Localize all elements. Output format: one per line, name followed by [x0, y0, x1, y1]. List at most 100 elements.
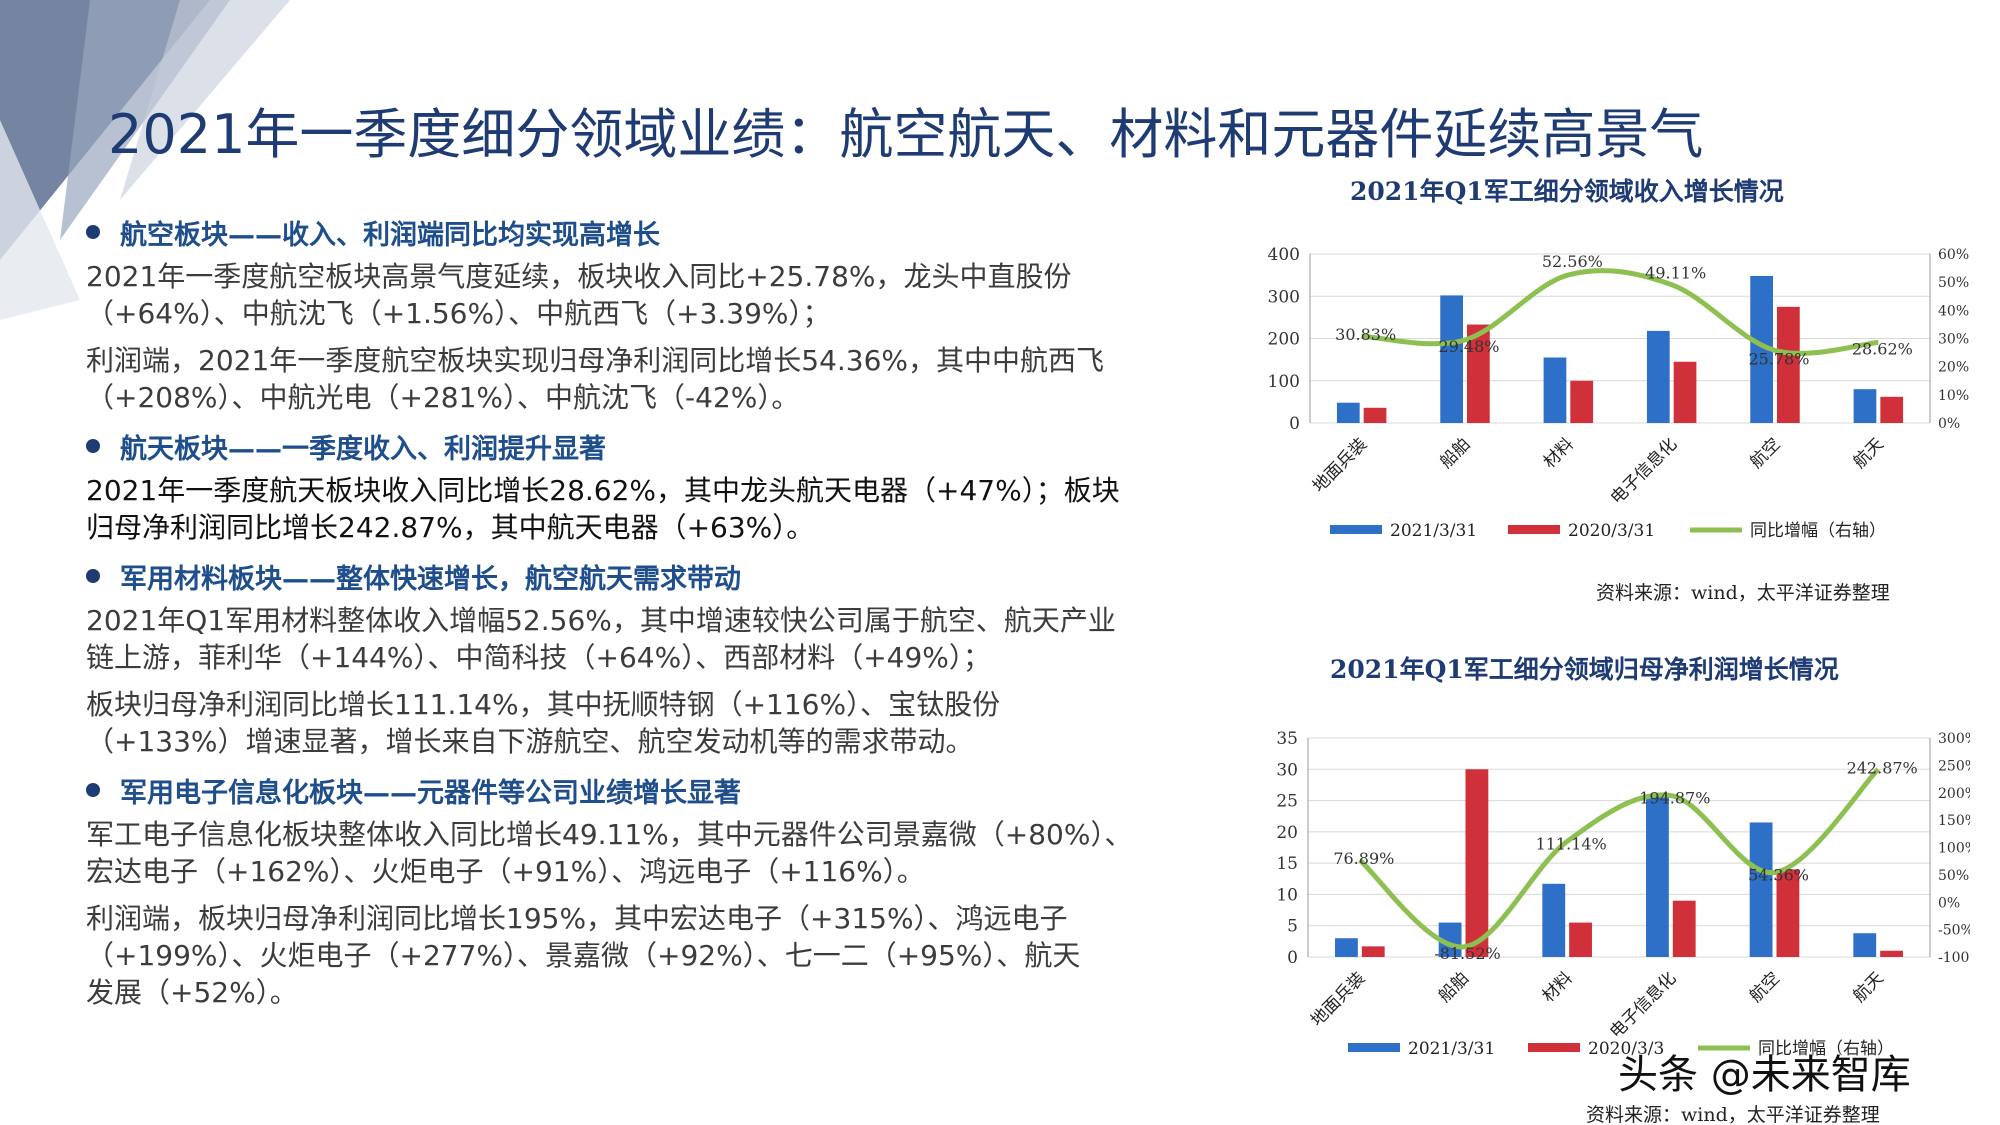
bar-2020 [1363, 407, 1387, 423]
section-materials: 军用材料板块——整体快速增长，航空航天需求带动 2021年Q1军用材料整体收入增… [86, 556, 1246, 760]
bullet-icon [86, 439, 100, 453]
bar-2021 [1646, 797, 1669, 957]
x-tick-label: 地面兵装 [1309, 434, 1371, 496]
content-column: 航空板块——收入、利润端同比均实现高增长 2021年一季度航空板块高景气度延续，… [86, 212, 1246, 1021]
y-tick-label: 300 [1268, 287, 1300, 307]
legend-label: 2020/3/31 [1568, 521, 1655, 541]
y2-tick-label: 300% [1938, 731, 1970, 747]
bar-2020 [1776, 869, 1800, 957]
legend-label: 2020/3/3 [1588, 1039, 1664, 1059]
data-label: -81.52% [1434, 944, 1500, 963]
profit-chart: 0 5 10 15 20 25 30 35 -100% -50% 0% 50% 100% 150% 200%… [1276, 729, 1970, 1059]
bar-2021 [1336, 402, 1360, 423]
y-tick-label: 10 [1276, 885, 1298, 905]
page-title: 2021年一季度细分领域业绩：航空航天、材料和元器件延续高景气 [108, 103, 1704, 166]
legend-swatch-2020 [1508, 525, 1560, 534]
source-note: 资料来源：wind，太平洋证券整理 [1596, 582, 1890, 604]
bar-2021 [1853, 389, 1877, 423]
growth-line [1358, 767, 1880, 950]
section-heading: 航天板块——一季度收入、利润提升显著 [86, 426, 1246, 466]
bullet-icon [86, 569, 100, 583]
paragraph: 2021年Q1军用材料整体收入增幅52.56%，其中增速较快公司属于航空、航天产… [86, 604, 1116, 674]
y2-tick-label: 0% [1938, 416, 1960, 432]
data-label: 49.11% [1645, 264, 1706, 283]
paragraph: 利润端，2021年一季度航空板块实现归母净利润同比增长54.36%，其中中航西飞… [86, 344, 1105, 414]
source-note: 资料来源：wind，太平洋证券整理 [1586, 1104, 1880, 1125]
y-tick-label: 20 [1276, 823, 1298, 843]
legend-label: 2021/3/31 [1408, 1039, 1495, 1059]
growth-line [1361, 268, 1879, 356]
data-label: 52.56% [1542, 252, 1603, 271]
y-tick-label: 400 [1268, 245, 1300, 265]
paragraph: 军工电子信息化板块整体收入同比增长49.11%，其中元器件公司景嘉微（+80%）… [86, 818, 1133, 888]
y2-tick-label: 250% [1938, 758, 1970, 774]
x-tick-label: 电子信息化 [1607, 434, 1681, 508]
data-label: 111.14% [1536, 834, 1607, 853]
y2-tick-label: 30% [1938, 332, 1969, 348]
watermark: 头条 @未来智库 [1618, 1052, 1911, 1098]
y2-tick-label: -50% [1938, 923, 1970, 939]
section-aviation: 航空板块——收入、利润端同比均实现高增长 2021年一季度航空板块高景气度延续，… [86, 212, 1246, 416]
bar-2020 [1361, 946, 1385, 957]
y-tick-label: 5 [1287, 917, 1298, 937]
bar-2020 [1465, 769, 1489, 957]
x-tick-label: 电子信息化 [1606, 968, 1680, 1042]
profit-chart-title: 2021年Q1军工细分领域归母净利润增长情况 [1330, 655, 1839, 684]
revenue-chart: 0 100 200 300 400 0% 10% 20% 30% 40% 50% 60% 地面兵装 船舶 材… [1268, 245, 1970, 541]
bar-2020 [1673, 361, 1697, 423]
bar-2021 [1542, 883, 1566, 957]
x-tick-label: 材料 [1539, 968, 1577, 1006]
bar-2021 [1853, 933, 1877, 957]
y-tick-label: 25 [1276, 792, 1298, 812]
data-label: 194.87% [1639, 789, 1710, 808]
x-tick-label: 航空 [1746, 434, 1784, 472]
section-heading: 军用电子信息化板块——元器件等公司业绩增长显著 [86, 770, 1246, 810]
data-label: 242.87% [1847, 758, 1918, 777]
bar-2020 [1672, 900, 1696, 957]
x-tick-label: 船舶 [1435, 968, 1473, 1006]
bar-2021 [1749, 822, 1773, 957]
x-tick-label: 材料 [1540, 434, 1578, 472]
y2-tick-label: 50% [1938, 868, 1969, 884]
bar-2021 [1646, 330, 1670, 423]
paragraph: 2021年一季度航天板块收入同比增长28.62%，其中龙头航天电器（+47%）；… [86, 474, 1120, 544]
bar-2020 [1777, 306, 1800, 423]
section-heading: 航空板块——收入、利润端同比均实现高增长 [86, 212, 1246, 252]
y-tick-label: 0 [1289, 414, 1300, 434]
y2-tick-label: 40% [1938, 303, 1969, 319]
y-tick-label: 30 [1276, 760, 1298, 780]
legend-label: 2021/3/31 [1390, 521, 1477, 541]
corner-decoration [0, 0, 290, 320]
y2-tick-label: 50% [1938, 275, 1969, 291]
y2-tick-label: 10% [1938, 388, 1969, 404]
data-label: 54.36% [1748, 865, 1809, 884]
section-aerospace: 航天板块——一季度收入、利润提升显著 2021年一季度航天板块收入同比增长28.… [86, 426, 1246, 546]
paragraph: 利润端，板块归母净利润同比增长195%，其中宏达电子（+315%）、鸿远电子 （… [86, 902, 1081, 1009]
x-tick-label: 航天 [1850, 434, 1888, 472]
legend-swatch-2020 [1528, 1043, 1580, 1052]
bar-2021 [1750, 275, 1773, 423]
legend-label: 同比增幅（右轴） [1758, 1039, 1894, 1059]
y2-tick-label: 0% [1938, 895, 1960, 911]
legend-swatch-2021 [1330, 525, 1382, 534]
data-label: 28.62% [1852, 339, 1913, 358]
data-label: 76.89% [1333, 849, 1394, 868]
revenue-chart-title: 2021年Q1军工细分领域收入增长情况 [1350, 177, 1784, 206]
bar-2021 [1440, 295, 1463, 423]
legend-swatch-2021 [1348, 1043, 1400, 1052]
bar-2021 [1335, 938, 1358, 957]
data-label: 29.48% [1438, 337, 1499, 356]
bar-2021 [1543, 357, 1567, 423]
y2-tick-label: 20% [1938, 360, 1969, 376]
bullet-icon [86, 783, 100, 797]
x-tick-label: 航空 [1746, 968, 1784, 1006]
legend-label: 同比增幅（右轴） [1750, 521, 1886, 541]
y2-tick-label: 200% [1938, 786, 1970, 802]
y-tick-label: 15 [1276, 854, 1298, 874]
bar-2020 [1569, 922, 1592, 957]
data-label: 30.83% [1335, 325, 1396, 344]
bullet-icon [86, 225, 100, 239]
y2-tick-label: 100% [1938, 841, 1970, 857]
x-tick-label: 地面兵装 [1307, 968, 1369, 1030]
y-tick-label: 100 [1268, 372, 1300, 392]
